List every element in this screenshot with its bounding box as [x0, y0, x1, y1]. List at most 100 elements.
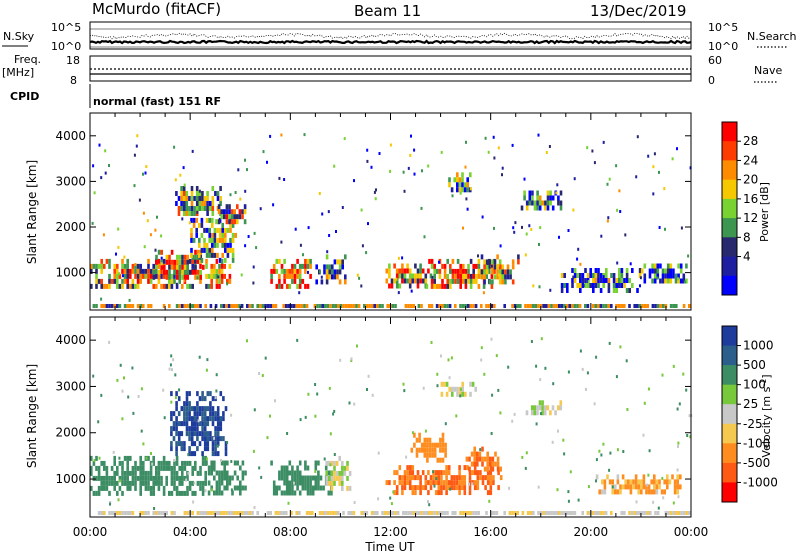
heatmap-cell [386, 511, 389, 515]
heatmap-cell [191, 258, 194, 264]
heatmap-cell [401, 485, 404, 491]
heatmap-cell [497, 273, 500, 277]
heatmap-cell [185, 426, 189, 432]
heatmap-cell [314, 470, 317, 473]
heatmap-cell [586, 511, 590, 515]
heatmap-cell [403, 470, 407, 476]
heatmap-cell [298, 273, 302, 279]
heatmap-cell [179, 173, 182, 177]
heatmap-cell [165, 259, 169, 265]
heatmap-cell [147, 273, 150, 279]
heatmap-cell [243, 209, 247, 215]
heatmap-cell [454, 268, 457, 274]
heatmap-cell [216, 444, 219, 448]
heatmap-cell [110, 304, 114, 308]
heatmap-cell [300, 304, 304, 308]
heatmap-cell [190, 191, 194, 196]
heatmap-cell [498, 279, 502, 285]
heatmap-cell [584, 268, 587, 273]
heatmap-cell [391, 304, 395, 308]
heatmap-cell [134, 263, 137, 269]
heatmap-cell [190, 232, 193, 238]
heatmap-cell [108, 511, 111, 515]
heatmap-cell [397, 291, 400, 295]
heatmap-cell [188, 258, 192, 264]
heatmap-cell [645, 484, 648, 490]
heatmap-cell [170, 441, 173, 447]
heatmap-cell [468, 470, 472, 476]
heatmap-cell [116, 511, 119, 515]
heatmap-cell [459, 283, 462, 289]
heatmap-cell [103, 263, 106, 269]
heatmap-cell [173, 145, 176, 149]
heatmap-cell [126, 304, 129, 308]
heatmap-cell [655, 479, 659, 485]
heatmap-cell [450, 480, 454, 486]
heatmap-cell [241, 214, 244, 220]
heatmap-cell [557, 429, 559, 433]
heatmap-cell [639, 276, 642, 280]
heatmap-cell [305, 304, 309, 308]
heatmap-cell [521, 511, 525, 515]
heatmap-cell [440, 354, 442, 358]
heatmap-cell [205, 252, 209, 258]
heatmap-cell [209, 391, 212, 397]
heatmap-cell [450, 356, 453, 360]
heatmap-cell [615, 288, 618, 293]
heatmap-cell [476, 475, 480, 481]
heatmap-cell [100, 278, 103, 284]
heatmap-cell [594, 283, 598, 288]
heatmap-cell [488, 259, 492, 265]
heatmap-cell [266, 436, 269, 440]
heatmap-cell [428, 511, 431, 515]
heatmap-cell [205, 227, 209, 233]
heatmap-cell [672, 364, 675, 368]
heatmap-cell [108, 263, 111, 269]
heatmap-cell [492, 475, 495, 481]
heatmap-cell [126, 460, 129, 466]
heatmap-cell [186, 475, 189, 481]
heatmap-cell [129, 304, 132, 308]
heatmap-cell [214, 416, 217, 422]
heatmap-cell [455, 414, 458, 418]
heatmap-cell [631, 268, 634, 273]
heatmap-cell [180, 421, 184, 427]
heatmap-cell [173, 470, 176, 476]
heatmap-cell [402, 170, 405, 174]
heatmap-cell [288, 460, 292, 466]
heatmap-cell [212, 511, 215, 515]
heatmap-cell [194, 465, 197, 471]
heatmap-cell [228, 214, 231, 220]
heatmap-cell [433, 278, 436, 284]
heatmap-cell [293, 481, 295, 485]
heatmap-cell [316, 392, 319, 396]
heatmap-cell [181, 490, 184, 496]
heatmap-cell [230, 214, 234, 220]
heatmap-cell [330, 470, 334, 476]
heatmap-cell [325, 470, 328, 476]
heatmap-cell [203, 237, 206, 243]
heatmap-cell [337, 511, 340, 515]
heatmap-cell [194, 249, 197, 255]
heatmap-cell [198, 196, 202, 201]
heatmap-cell [577, 498, 580, 502]
heatmap-cell [188, 391, 191, 397]
heatmap-cell [421, 268, 425, 274]
heatmap-cell [546, 200, 550, 206]
heatmap-cell [178, 254, 182, 260]
freq-panel: Freq. [MHz] 18 8 60 0 Nave [2, 53, 782, 87]
heatmap-cell [222, 304, 226, 308]
heatmap-cell [213, 465, 216, 471]
heatmap-cell [535, 364, 538, 368]
heatmap-cell [618, 268, 621, 273]
heatmap-cell [172, 426, 176, 432]
heatmap-cell [490, 337, 493, 341]
heatmap-cell [278, 273, 281, 279]
heatmap-cell [550, 511, 553, 515]
heatmap-cell [603, 479, 607, 485]
heatmap-cell [579, 283, 582, 288]
heatmap-cell [228, 209, 231, 215]
heatmap-cell [508, 511, 512, 515]
heatmap-cell [103, 304, 106, 308]
heatmap-cell [338, 269, 342, 275]
